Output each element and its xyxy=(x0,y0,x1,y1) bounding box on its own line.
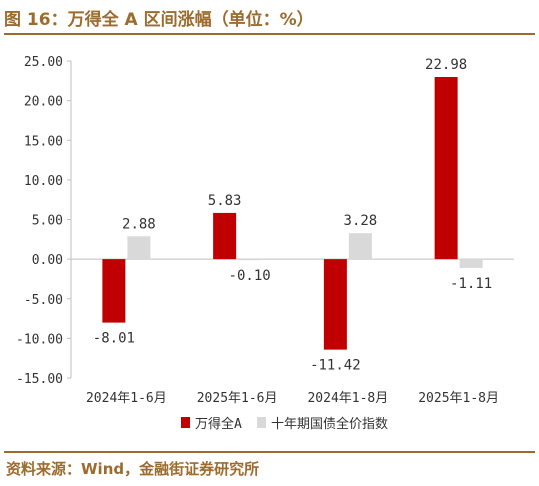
y-tick-label: -15.00 xyxy=(16,372,63,387)
bar-bond-index xyxy=(238,259,262,261)
bar-chart: -15.00 -10.00 -5.00 0.00 5.00 10.00 15.00 20.00… xyxy=(16,55,514,432)
bar-wind-a xyxy=(323,259,347,350)
data-label: -8.01 xyxy=(93,331,135,347)
y-tick-label: 15.00 xyxy=(24,134,63,149)
y-tick-label: 20.00 xyxy=(24,95,63,110)
x-tick-label: 2024年1-8月 xyxy=(307,391,388,406)
y-tick-label: -5.00 xyxy=(24,293,63,308)
data-label: 5.83 xyxy=(208,193,242,209)
y-tick-label: 10.00 xyxy=(24,174,63,189)
legend-swatch xyxy=(181,417,190,428)
bar-wind-a xyxy=(434,77,458,260)
bar-bond-index xyxy=(348,233,372,260)
y-tick-label: 25.00 xyxy=(24,55,63,70)
x-tick-label: 2025年1-6月 xyxy=(197,391,278,406)
data-label: -1.11 xyxy=(450,276,492,292)
legend-label: 十年期国债全价指数 xyxy=(271,416,388,432)
data-label: 3.28 xyxy=(344,213,378,229)
data-label: -0.10 xyxy=(229,268,271,284)
bar-wind-a xyxy=(102,259,126,323)
legend-swatch xyxy=(257,417,266,428)
data-label: 2.88 xyxy=(122,216,156,232)
legend-label: 万得全A xyxy=(195,416,242,432)
figure-source: 资料来源：Wind，金融街证券研究所 xyxy=(6,460,260,478)
bar-wind-a xyxy=(213,212,237,260)
bar-bond-index xyxy=(459,259,483,268)
bar-bond-index xyxy=(127,236,151,260)
y-tick-label: 0.00 xyxy=(32,253,63,268)
x-tick-label: 2024年1-6月 xyxy=(86,391,167,406)
title-divider xyxy=(4,33,535,35)
source-divider xyxy=(4,451,535,453)
y-tick-label: 5.00 xyxy=(32,214,63,229)
x-tick-label: 2025年1-8月 xyxy=(418,391,499,406)
data-label: 22.98 xyxy=(425,57,467,73)
y-tick-label: -10.00 xyxy=(16,332,63,347)
data-label: -11.42 xyxy=(310,358,361,374)
figure-title: 图 16：万得全 A 区间涨幅（单位：%） xyxy=(4,10,314,30)
